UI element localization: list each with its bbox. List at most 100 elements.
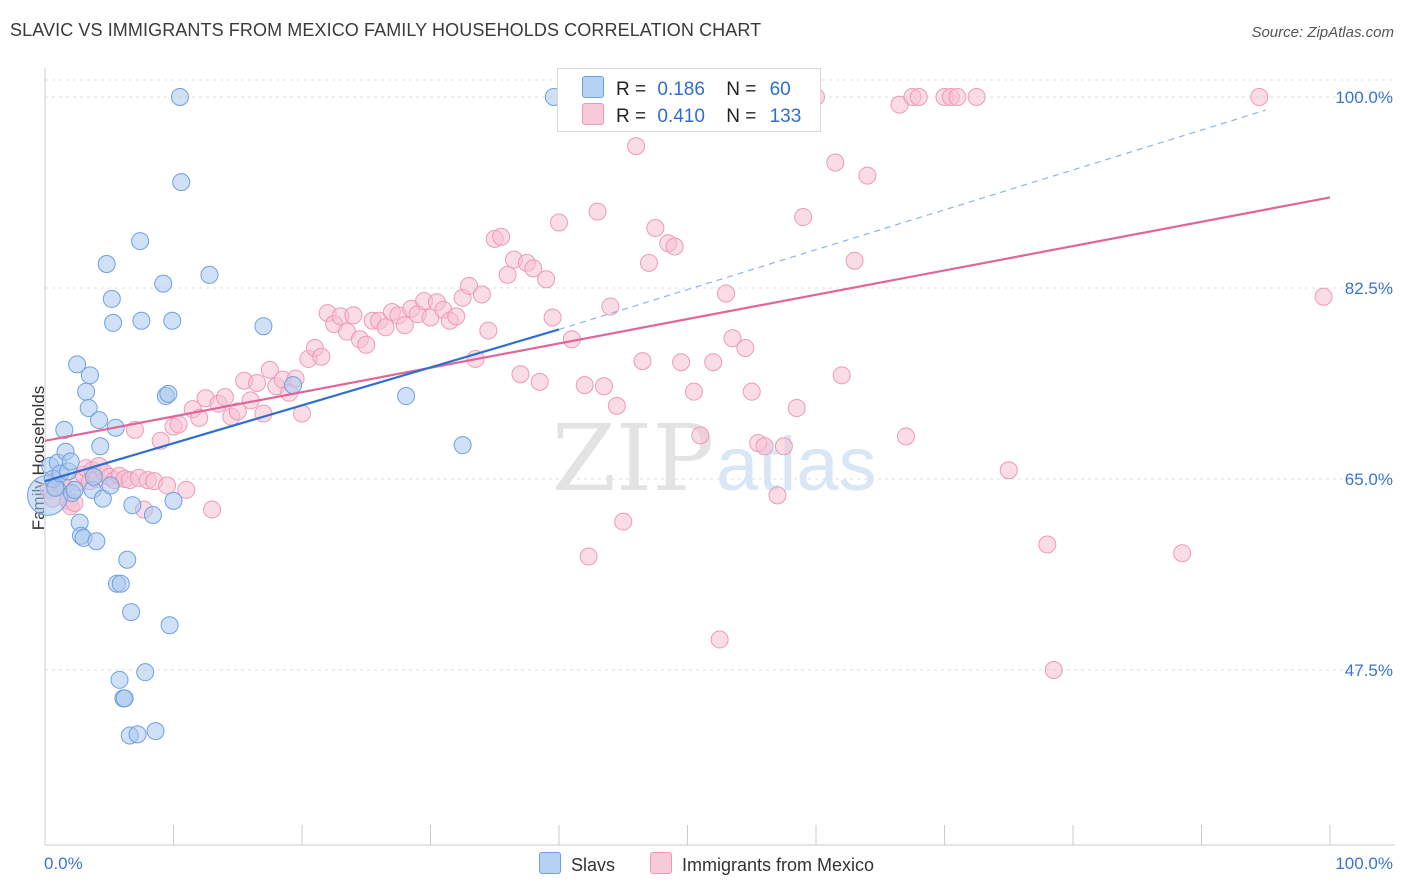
slavs-points [27,88,581,745]
mexico-point-61 [376,318,395,337]
bottom-legend-slavs: Slavs [539,852,615,876]
slavs-point-47 [159,384,178,403]
mexico-point-32 [190,408,209,427]
mexico-point-93 [594,377,613,396]
slavs-point-39 [128,725,147,744]
mexico-point-80 [498,265,517,284]
chart-title: SLAVIC VS IMMIGRANTS FROM MEXICO FAMILY … [10,20,762,40]
mexico-point-85 [530,372,549,391]
mexico-point-134 [1044,661,1063,679]
mexico-point-99 [639,253,658,272]
mexico-point-30 [177,480,196,499]
mexico-point-133 [1038,535,1057,554]
mexico-r-value: 0.410 [657,106,705,127]
slavs-point-42 [136,663,155,682]
mexico-point-107 [710,630,729,649]
mexico-point-72 [447,307,466,326]
mexico-point-110 [736,339,755,358]
slavs-swatch [582,76,604,98]
mexico-point-87 [543,308,562,327]
mexico-point-100 [646,218,665,237]
mexico-point-137 [1314,287,1333,306]
slavs-point-52 [172,173,191,192]
mexico-points [39,88,1333,679]
slavs-point-16 [77,382,96,401]
mexico-point-125 [896,427,915,446]
mexico-point-41 [248,373,267,392]
slavs-point-25 [97,254,116,273]
bottom-mexico-label: Immigrants from Mexico [682,855,875,875]
mexico-point-76 [472,285,491,304]
mexico-point-88 [550,213,568,232]
mexico-point-82 [511,365,530,384]
legend-row-slavs: R = 0.186 N = 60 [582,76,791,100]
mexico-point-130 [948,88,967,106]
mexico-point-58 [357,335,376,354]
mexico-point-109 [723,329,742,348]
mexico-point-135 [1173,544,1192,563]
watermark-atlas: atlas [716,422,877,507]
mexico-n-label: N = [726,106,757,127]
slavs-point-22 [89,411,108,430]
slavs-r-value: 0.186 [657,79,705,100]
slavs-point-31 [110,670,129,689]
axes [44,68,1395,846]
mexico-point-96 [614,512,633,531]
mexico-point-115 [774,437,793,456]
mexico-r-label: R = [616,106,647,127]
bottom-legend-mexico: Immigrants from Mexico [650,852,874,876]
mexico-point-79 [492,227,511,246]
mexico-point-106 [704,353,723,372]
mexico-point-38 [228,402,247,421]
slavs-point-45 [154,274,173,293]
mexico-point-132 [999,461,1018,480]
slavs-point-17 [79,399,98,418]
slavs-point-27 [102,289,121,308]
slavs-point-34 [115,689,134,708]
mexico-point-118 [794,208,813,227]
slavs-point-44 [146,722,165,741]
mexico-point-104 [684,382,703,401]
slavs-point-56 [397,387,416,406]
mexico-point-103 [672,353,691,372]
x-tick-label-right: 100.0% [1335,854,1393,873]
slavs-trend-extension [558,109,1266,331]
slavs-n-label: N = [726,79,757,100]
mexico-point-56 [344,306,363,325]
bottom-slavs-label: Slavs [571,855,616,875]
slavs-point-38 [123,496,142,515]
slavs-n-value: 60 [769,79,791,100]
mexico-point-120 [826,153,845,172]
mexico-point-74 [460,276,479,295]
slavs-point-35 [118,550,137,569]
mexico-point-136 [1250,88,1269,106]
slavs-point-11 [65,480,84,499]
mexico-point-64 [395,316,414,335]
mexico-point-36 [215,388,234,407]
slavs-point-55 [284,376,303,395]
mexico-point-90 [575,376,594,395]
watermark: ZIP atlas [552,405,877,512]
mexico-swatch [582,103,604,125]
mexico-point-122 [845,251,864,270]
mexico-point-84 [524,259,543,278]
mexico-point-77 [479,321,498,340]
slavs-point-28 [104,313,123,332]
slavs-point-9 [61,452,80,471]
bottom-slavs-swatch [539,852,561,874]
mexico-point-114 [768,486,787,505]
slavs-point-6 [55,420,74,439]
mexico-point-51 [312,347,331,366]
mexico-point-131 [967,88,986,106]
slavs-point-54 [254,317,273,336]
slavs-point-49 [163,311,182,330]
slavs-point-37 [122,603,141,622]
mexico-point-34 [203,500,222,519]
tick-labels: 100.0% 82.5% 65.0% 47.5% 0.0% 100.0% [44,88,1393,873]
slavs-point-32 [111,574,130,593]
mexico-point-102 [665,237,684,256]
mexico-point-86 [537,270,556,289]
mexico-point-43 [260,360,279,379]
mexico-point-94 [601,297,620,316]
